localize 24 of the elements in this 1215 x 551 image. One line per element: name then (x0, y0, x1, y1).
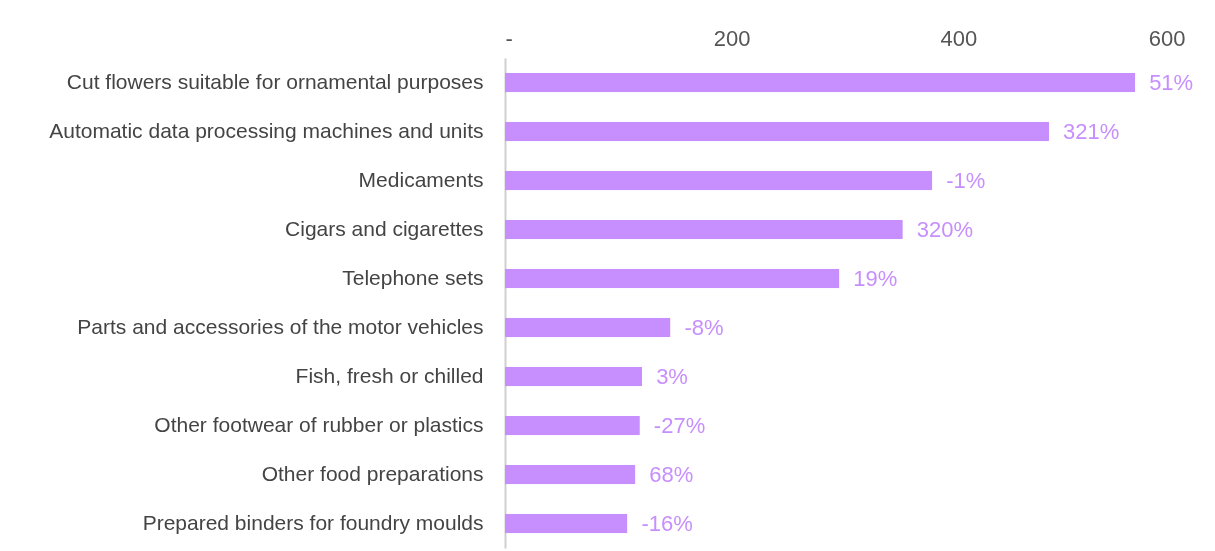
annotation: -16% (641, 510, 693, 536)
annotation: -1% (946, 167, 986, 193)
y-tick-label: Fish, fresh or chilled (295, 363, 484, 387)
y-tick-label: Other footwear of rubber or plastics (154, 412, 484, 436)
annotation: 320% (916, 216, 974, 242)
annotation: -27% (653, 412, 706, 438)
y-tick-label: Cigars and cigarettes (285, 216, 484, 240)
x-tick-label: 200 (713, 25, 751, 51)
x-tick-label: 600 (1148, 25, 1186, 51)
annotation: -8% (684, 314, 724, 340)
annotation: 68% (649, 461, 694, 487)
y-tick-label: Cut flowers suitable for ornamental purposes (66, 69, 484, 93)
y-tick-label: Other food preparations (261, 461, 484, 485)
x-tick-label: - (505, 25, 513, 51)
x-tick-label: 400 (940, 25, 978, 51)
y-tick-label: Parts and accessories of the motor vehicles (77, 314, 484, 338)
y-tick-label: Prepared binders for foundry moulds (142, 510, 484, 534)
annotation: 51% (1149, 69, 1194, 95)
y-tick-label: Medicaments (358, 167, 484, 191)
annotation: 19% (853, 265, 898, 291)
y-tick-label: Automatic data processing machines and units (49, 118, 484, 142)
y-tick-label: Telephone sets (342, 265, 484, 289)
annotation: 3% (656, 363, 688, 389)
annotation: 321% (1063, 118, 1120, 144)
